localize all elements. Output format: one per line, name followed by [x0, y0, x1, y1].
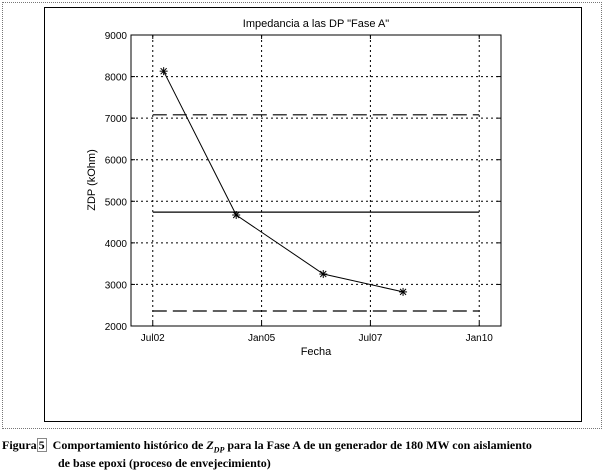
- chart-title: Impedancia a las DP "Fase A": [243, 18, 390, 30]
- y-axis-ticks: 2000 3000 4000 5000 6000 7000 8000 9000: [105, 31, 501, 333]
- y-tick-label: 9000: [105, 31, 128, 42]
- y-tick-label: 3000: [105, 280, 128, 291]
- star-marker: [319, 270, 328, 279]
- x-tick-label: Jul02: [141, 333, 165, 344]
- y-tick-label: 8000: [105, 73, 128, 84]
- caption-line-1: Figura 5 Comportamiento histórico de ZDP …: [2, 437, 532, 458]
- y-tick-label: 4000: [105, 239, 128, 250]
- x-axis-label: Fecha: [301, 346, 332, 358]
- star-marker-stroke: [160, 67, 168, 75]
- y-axis-label: ZDP (kOhm): [86, 149, 98, 211]
- x-tick-label: Jul07: [358, 333, 382, 344]
- caption-symbol: ZDP: [206, 438, 225, 455]
- impedance-series-line: [163, 70, 404, 293]
- y-tick-label: 6000: [105, 156, 128, 167]
- x-tick-label: Jan05: [248, 333, 276, 344]
- star-marker-stroke: [232, 211, 240, 219]
- data-markers: [159, 67, 408, 296]
- figure-outer-frame: [2, 2, 602, 429]
- star-marker: [399, 287, 408, 296]
- reference-lines: [152, 114, 480, 312]
- plot-area: [130, 34, 502, 327]
- star-marker-stroke: [319, 270, 327, 278]
- star-marker: [232, 211, 241, 220]
- y-tick-label: 2000: [105, 322, 128, 333]
- y-tick-label: 5000: [105, 197, 128, 208]
- caption-number: 5: [36, 438, 47, 452]
- grid: [131, 35, 501, 326]
- star-marker-stroke: [399, 288, 407, 296]
- caption-label: Figura: [2, 438, 37, 452]
- x-tick-label: Jan10: [466, 333, 494, 344]
- y-tick-label: 7000: [105, 114, 128, 125]
- x-axis-ticks: Jul02 Jan05 Jul07 Jan10: [141, 35, 493, 344]
- data-series: [163, 70, 404, 293]
- caption-text-before: Comportamiento histórico de: [52, 438, 204, 452]
- caption-line-2: de base epoxi (proceso de envejecimiento…: [58, 456, 271, 470]
- star-marker: [159, 67, 168, 76]
- caption-text-after: para la Fase A de un generador de 180 MW…: [227, 438, 532, 452]
